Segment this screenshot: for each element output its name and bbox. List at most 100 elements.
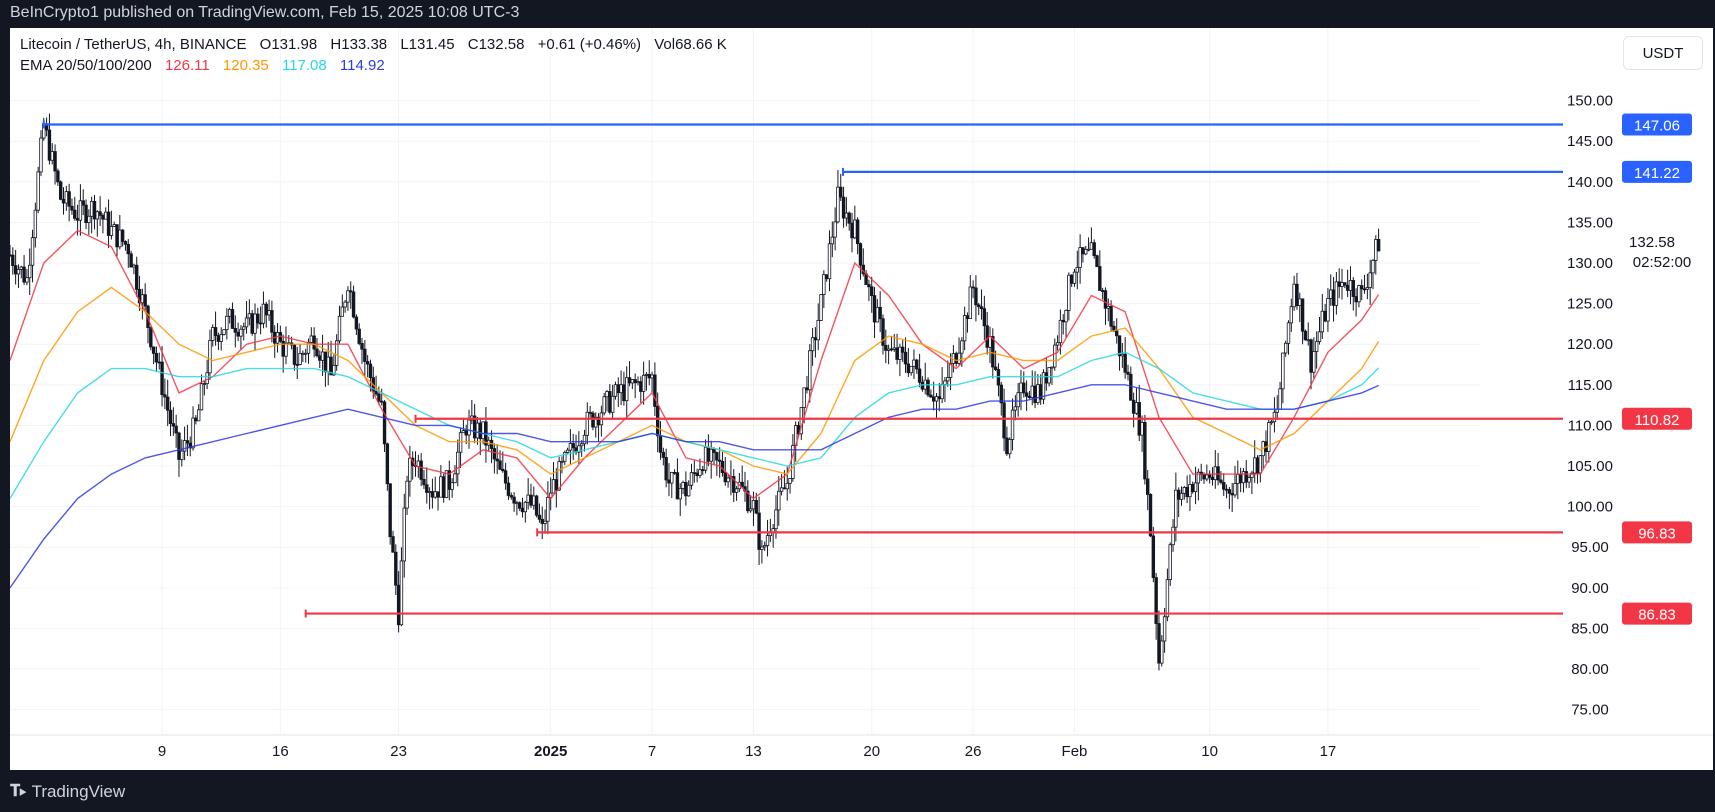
candle-body [22, 266, 26, 283]
candle-body [199, 383, 204, 411]
symbol-title[interactable]: Litecoin / TetherUS, 4h, BINANCE [20, 36, 247, 53]
candle-body [202, 383, 207, 386]
candle-body [1278, 388, 1282, 410]
candle-body [1058, 319, 1063, 344]
candle-body [602, 396, 606, 414]
candle-body [1365, 287, 1370, 290]
candle-body [715, 452, 719, 461]
candle-body [441, 476, 446, 498]
candle-body [774, 509, 778, 530]
candle-body [1092, 242, 1096, 257]
candle-body [73, 209, 77, 219]
candle-body [450, 482, 454, 490]
candle-body [368, 363, 373, 379]
candle-body [211, 327, 215, 341]
candle-body [1106, 305, 1110, 309]
candle-body [763, 545, 767, 548]
candle-body [509, 495, 513, 498]
candle-body [1033, 385, 1037, 404]
x-tick-label: 10 [1201, 743, 1218, 760]
candle-body [740, 481, 744, 488]
candle-body [1360, 285, 1364, 290]
candle-body [419, 460, 423, 480]
candle-body [422, 478, 426, 486]
footer: 𝐓▸ TradingView [0, 772, 1715, 812]
candle-body [453, 473, 457, 484]
candle-body [754, 500, 758, 514]
candle-body [1008, 439, 1012, 455]
candle-body [895, 347, 899, 360]
y-tick-label: 135.00 [1567, 214, 1613, 231]
x-tick-label: 17 [1320, 743, 1337, 760]
level-price-label: 110.82 [1635, 412, 1680, 429]
candle-body [819, 294, 823, 321]
candle-body [143, 294, 147, 307]
candle-body [1283, 342, 1288, 354]
candle-body [1362, 288, 1367, 291]
candle-body [16, 268, 21, 275]
candle-body [746, 490, 750, 512]
candle-body [1227, 489, 1232, 494]
candle-body [1368, 272, 1372, 288]
candle-body [132, 264, 136, 268]
candle-body [816, 319, 820, 341]
y-tick-label: 100.00 [1567, 499, 1613, 516]
candle-body [225, 315, 229, 331]
candle-body [560, 460, 564, 463]
chart-panel[interactable]: 150.00 145.00 140.00 135.00 130.00 125.00 120.… [10, 28, 1713, 770]
x-tick-label: 7 [648, 743, 656, 760]
candle-body [1131, 399, 1136, 414]
candle-body [999, 384, 1003, 404]
candle-body [36, 171, 40, 211]
candle-body [546, 496, 550, 522]
candle-body [1219, 479, 1223, 483]
candle-body [332, 365, 336, 376]
candle-body [703, 446, 708, 471]
candle-body [543, 520, 547, 524]
price-chart[interactable]: 150.00 145.00 140.00 135.00 130.00 125.00 120.… [10, 28, 1713, 770]
candle-body [1050, 366, 1054, 369]
candle-body [1191, 483, 1195, 493]
candle-body [1027, 395, 1032, 399]
candle-body [974, 287, 978, 306]
candle-body [168, 409, 173, 424]
candle-body [87, 215, 91, 223]
candle-body [808, 350, 812, 391]
x-tick-label: Feb [1062, 743, 1088, 760]
candle-body [1103, 290, 1108, 309]
level-price-tag [1622, 407, 1692, 430]
candle-body [1329, 289, 1333, 299]
candle-body [622, 384, 626, 402]
candle-body [67, 191, 71, 207]
currency-button[interactable]: USDT [1623, 36, 1703, 70]
candle-body [120, 229, 125, 242]
candle-body [1162, 616, 1167, 642]
open-label: O [259, 36, 272, 53]
candle-body [934, 396, 939, 402]
candle-body [1224, 488, 1229, 491]
x-tick-label: 23 [390, 743, 407, 760]
candle-body [503, 470, 508, 484]
level-price-label: 96.83 [1638, 525, 1676, 542]
candle-body [853, 219, 857, 239]
publish-header: BeInCrypto1 published on TradingView.com… [0, 0, 1715, 26]
candle-body [850, 222, 854, 239]
candle-body [1357, 285, 1361, 303]
candle-body [301, 352, 305, 355]
candle-body [154, 352, 159, 363]
ema-label[interactable]: EMA 20/50/100/200 [20, 57, 152, 74]
candle-body [1351, 280, 1355, 297]
footer-brand[interactable]: TradingView [31, 782, 126, 801]
candle-body [28, 264, 32, 279]
candle-body [1250, 472, 1254, 478]
candle-body [1233, 483, 1237, 496]
candle-body [557, 461, 561, 491]
candle-body [760, 546, 764, 550]
candle-body [610, 395, 615, 413]
x-tick-label: 26 [965, 743, 982, 760]
candle-body [1151, 535, 1156, 578]
candle-body [1185, 487, 1189, 498]
candle-body [326, 356, 330, 373]
candle-body [405, 480, 409, 509]
candle-body [568, 443, 573, 451]
